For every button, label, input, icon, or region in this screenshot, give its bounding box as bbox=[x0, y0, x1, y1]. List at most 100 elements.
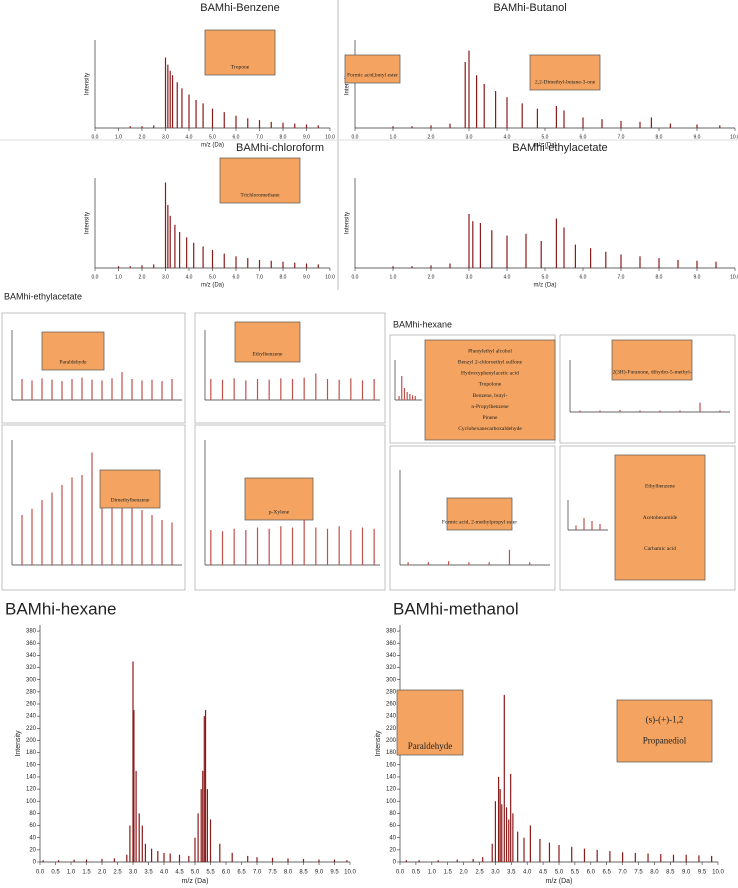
y-axis-label: Intensity bbox=[345, 73, 351, 95]
peak bbox=[121, 372, 123, 400]
peak bbox=[135, 770, 137, 862]
y-axis-label: Intensity bbox=[85, 212, 91, 234]
peak bbox=[715, 261, 717, 268]
peak bbox=[202, 770, 204, 862]
x-tick-label: 7.0 bbox=[253, 870, 262, 876]
y-axis-label: Intensity bbox=[345, 212, 351, 234]
peak bbox=[373, 528, 375, 565]
peak bbox=[711, 855, 713, 862]
x-tick-label: 0.0 bbox=[92, 274, 99, 280]
peak bbox=[338, 379, 340, 400]
peak bbox=[333, 859, 336, 862]
peak bbox=[282, 122, 284, 128]
peak bbox=[575, 525, 577, 530]
peak bbox=[346, 860, 348, 862]
peak bbox=[468, 562, 470, 565]
x-tick-label: 3.0 bbox=[466, 274, 473, 280]
peak bbox=[223, 112, 225, 128]
peak bbox=[291, 527, 294, 565]
x-tick-label: 0.0 bbox=[352, 274, 359, 280]
x-tick-label: 10.0 bbox=[344, 870, 356, 876]
peak bbox=[271, 857, 274, 862]
section-label: BAMhi-hexane bbox=[393, 319, 452, 329]
peak bbox=[315, 373, 317, 400]
peak bbox=[499, 789, 501, 862]
peak bbox=[258, 120, 261, 128]
peak bbox=[91, 452, 93, 565]
x-tick-label: 2.0 bbox=[139, 134, 146, 140]
peak bbox=[521, 103, 523, 128]
peak bbox=[206, 789, 208, 862]
peak bbox=[647, 853, 649, 862]
peak bbox=[406, 392, 408, 400]
x-tick-label: 9.0 bbox=[315, 870, 324, 876]
peak bbox=[659, 410, 661, 412]
peak bbox=[133, 710, 135, 862]
x-tick-label: 3.5 bbox=[507, 870, 516, 876]
peak bbox=[153, 264, 155, 268]
peak bbox=[294, 123, 296, 128]
peak bbox=[620, 254, 622, 268]
chart-title: BAMhi-chloroform bbox=[236, 142, 324, 154]
x-tick-label: 9.0 bbox=[303, 134, 310, 140]
x-tick-label: 4.0 bbox=[504, 134, 511, 140]
peak bbox=[202, 246, 204, 268]
compound-name: Benzyl 2-chloroethyl sulfone bbox=[458, 358, 523, 365]
y-tick-label: 80 bbox=[389, 811, 396, 817]
peak bbox=[448, 561, 450, 565]
peak bbox=[157, 851, 159, 862]
compound-box bbox=[529, 54, 601, 91]
peak bbox=[574, 244, 576, 268]
y-tick-label: 40 bbox=[29, 835, 36, 841]
peak bbox=[138, 813, 140, 862]
peak bbox=[536, 108, 538, 128]
x-tick-label: 5.0 bbox=[209, 134, 216, 140]
peak bbox=[338, 526, 340, 565]
peak bbox=[174, 224, 176, 268]
peak bbox=[468, 50, 470, 129]
compound-box bbox=[616, 699, 713, 763]
x-axis-label: m/z (Da) bbox=[546, 878, 573, 885]
y-tick-label: 360 bbox=[26, 641, 37, 647]
panel-frame bbox=[559, 334, 736, 444]
peak bbox=[210, 530, 212, 565]
peak bbox=[71, 477, 73, 565]
compound-name: Phenylethyl alcohol bbox=[468, 348, 512, 354]
peak bbox=[294, 262, 296, 268]
peak bbox=[235, 256, 237, 268]
peak bbox=[449, 123, 451, 128]
compound-name: Formic acid, 2-methylpropyl ester bbox=[442, 519, 517, 525]
peak bbox=[126, 854, 128, 862]
x-tick-label: 0.5 bbox=[51, 870, 60, 876]
peak bbox=[270, 121, 272, 128]
compound-box bbox=[396, 689, 464, 756]
peak bbox=[696, 124, 698, 128]
x-tick-label: 2.0 bbox=[98, 870, 107, 876]
x-tick-label: 3.0 bbox=[162, 134, 169, 140]
peak bbox=[221, 379, 224, 400]
peak bbox=[161, 520, 163, 565]
peak bbox=[163, 852, 165, 862]
peak bbox=[164, 57, 167, 128]
compound-name: Pinene bbox=[483, 415, 499, 421]
peak bbox=[211, 250, 214, 268]
peak bbox=[117, 266, 120, 268]
x-tick-label: 1.0 bbox=[115, 274, 122, 280]
peak bbox=[245, 380, 247, 400]
peak bbox=[121, 496, 123, 565]
peak bbox=[491, 230, 493, 268]
peak bbox=[315, 527, 317, 565]
peak bbox=[101, 380, 103, 400]
compound-name: (s)-(+)-1,2 bbox=[646, 715, 684, 725]
peak bbox=[41, 500, 43, 565]
peak bbox=[430, 265, 432, 268]
peak bbox=[256, 379, 259, 400]
y-tick-label: 200 bbox=[26, 738, 37, 744]
y-tick-label: 20 bbox=[29, 847, 36, 853]
x-tick-label: 0.5 bbox=[412, 870, 421, 876]
y-tick-label: 60 bbox=[29, 823, 36, 829]
peak bbox=[350, 530, 352, 565]
x-axis-label: m/z (Da) bbox=[201, 143, 224, 149]
compound-name: Tropone bbox=[231, 64, 250, 70]
